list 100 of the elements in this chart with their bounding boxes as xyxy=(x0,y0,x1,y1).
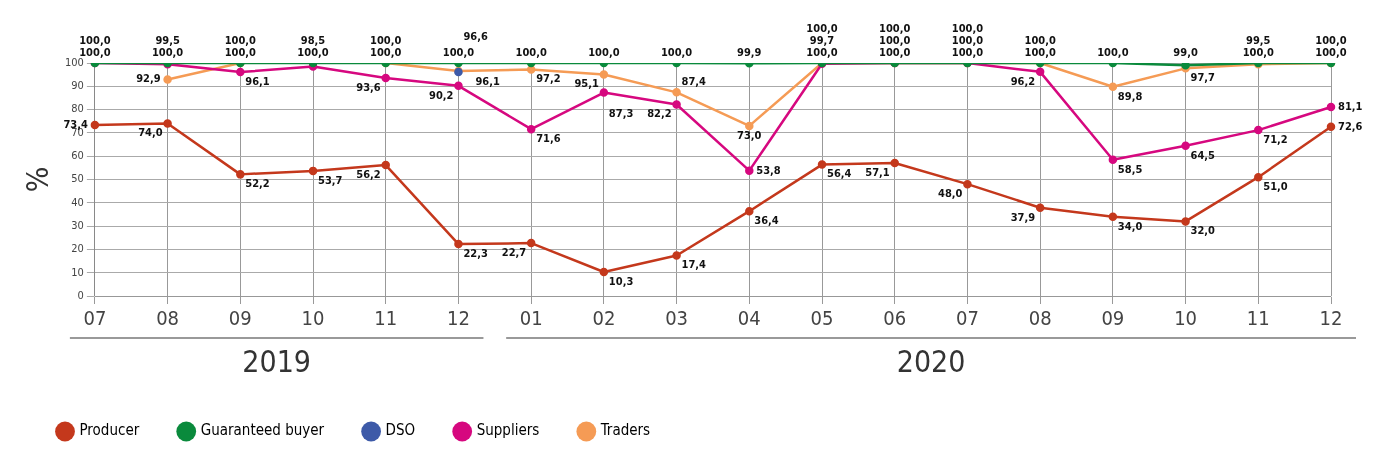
data-label: 99,5 xyxy=(155,33,180,47)
text: 2019 xyxy=(242,343,311,379)
data-label: 64,5 xyxy=(1190,148,1216,162)
data-label: 100,0 xyxy=(951,33,984,47)
data-label: 100,0 xyxy=(806,21,838,35)
data-label: 96,1 xyxy=(245,74,270,88)
data-label: 37,9 xyxy=(1010,210,1036,224)
data-label: 99,7 xyxy=(809,33,835,47)
data-label: 100,0 xyxy=(660,45,693,59)
data-label: 99,5 xyxy=(1246,33,1271,47)
x-tick-label: 03 xyxy=(665,306,689,331)
data-label: 100,0 xyxy=(588,45,620,59)
data-label: 82,2 xyxy=(647,107,672,121)
legend-label: Traders xyxy=(599,421,651,440)
data-label: 100,0 xyxy=(951,21,984,35)
data-label: 53,7 xyxy=(318,173,343,187)
data-label: 81,1 xyxy=(1338,99,1363,113)
x-tick-label: 08 xyxy=(156,306,180,331)
data-label: 10,3 xyxy=(608,274,634,288)
data-label: 17,4 xyxy=(681,258,707,272)
x-tick-label: 07 xyxy=(955,306,979,331)
x-tick-label: 04 xyxy=(737,306,761,331)
data-label: 98,5 xyxy=(300,33,326,47)
data-label: 71,6 xyxy=(536,132,561,146)
data-label: 87,3 xyxy=(608,107,634,121)
x-tick-label: 10 xyxy=(1174,306,1198,331)
x-tick-label: 08 xyxy=(1028,306,1052,331)
data-label: 100,0 xyxy=(224,45,257,59)
data-label: 74,0 xyxy=(138,126,163,140)
data-label: 100,0 xyxy=(1024,45,1056,59)
data-label: 96,1 xyxy=(475,74,500,88)
legend-label: Producer xyxy=(79,421,140,440)
y-tick-label: 60 xyxy=(71,149,84,163)
data-label: 100,0 xyxy=(370,45,402,59)
data-label: 100,0 xyxy=(224,33,257,47)
x-tick-label: 06 xyxy=(883,306,907,331)
y-tick-label: 0 xyxy=(77,288,84,302)
data-label: 57,1 xyxy=(865,165,890,179)
x-tick-label: 07 xyxy=(83,306,107,331)
data-label: 99,0 xyxy=(1173,45,1198,59)
data-label: 56,4 xyxy=(827,167,852,181)
x-tick-label: 09 xyxy=(1101,306,1125,331)
data-label: 100,0 xyxy=(951,45,984,59)
data-label: 51,0 xyxy=(1263,180,1288,194)
x-tick-label: 10 xyxy=(301,306,325,331)
x-tick-label: 09 xyxy=(228,306,252,331)
data-label: 73,4 xyxy=(63,117,88,131)
legend-label: Guaranteed buyer xyxy=(200,421,325,440)
data-label: 71,2 xyxy=(1263,132,1288,146)
data-label: 34,0 xyxy=(1117,219,1143,233)
x-tick-label: 11 xyxy=(374,306,398,331)
data-label: 96,6 xyxy=(463,29,488,43)
data-label: 100,0 xyxy=(442,45,475,59)
data-label: 100,0 xyxy=(370,33,402,47)
data-label: 90,2 xyxy=(429,88,454,102)
data-label: 100,0 xyxy=(806,45,838,59)
data-label: 56,2 xyxy=(356,167,381,181)
data-label: 97,2 xyxy=(536,72,561,86)
y-tick-label: 30 xyxy=(71,218,84,232)
data-label: 100,0 xyxy=(151,45,184,59)
x-tick-label: 12 xyxy=(447,306,470,331)
data-label: 58,5 xyxy=(1117,162,1143,176)
data-label: 100,0 xyxy=(1315,33,1347,47)
text: 2020 xyxy=(896,343,966,379)
y-tick-label: 50 xyxy=(71,172,84,186)
data-label: 72,6 xyxy=(1338,119,1363,133)
data-label: 36,4 xyxy=(754,214,779,228)
data-label: 22,3 xyxy=(463,246,488,260)
data-label: 99,9 xyxy=(737,45,762,59)
data-label: 53,8 xyxy=(756,163,781,177)
data-label: 93,6 xyxy=(356,80,381,94)
data-label: 100,0 xyxy=(79,33,111,47)
x-tick-label: 11 xyxy=(1246,306,1270,331)
data-label: 100,0 xyxy=(879,21,911,35)
data-label: 87,4 xyxy=(681,75,707,89)
data-label: 100,0 xyxy=(1097,45,1129,59)
x-tick-label: 05 xyxy=(810,306,834,331)
data-label: 100,0 xyxy=(1315,45,1347,59)
x-tick-label: 01 xyxy=(519,306,543,331)
data-label: 52,2 xyxy=(245,177,270,191)
data-label: 48,0 xyxy=(938,187,963,201)
data-label: 100,0 xyxy=(879,33,911,47)
data-label: 89,8 xyxy=(1117,89,1143,103)
data-label: 100,0 xyxy=(879,45,911,59)
data-label: 32,0 xyxy=(1190,224,1216,238)
data-label: 100,0 xyxy=(1024,33,1056,47)
data-label: 100,0 xyxy=(297,45,329,59)
data-label: 73,0 xyxy=(737,128,762,142)
data-label: 100,0 xyxy=(515,45,547,59)
x-tick-label: 12 xyxy=(1319,306,1343,331)
legend-label: Suppliers xyxy=(476,421,540,440)
y-tick-label: 20 xyxy=(71,242,84,256)
y-axis-title: % xyxy=(19,166,55,193)
y-tick-label: 90 xyxy=(71,79,84,93)
data-label: 100,0 xyxy=(1242,45,1275,59)
data-label: 92,9 xyxy=(136,72,161,86)
data-label: 97,7 xyxy=(1190,71,1216,85)
data-label: 22,7 xyxy=(501,245,527,259)
legend-label: DSO xyxy=(385,421,416,440)
y-tick-label: 80 xyxy=(71,102,84,116)
